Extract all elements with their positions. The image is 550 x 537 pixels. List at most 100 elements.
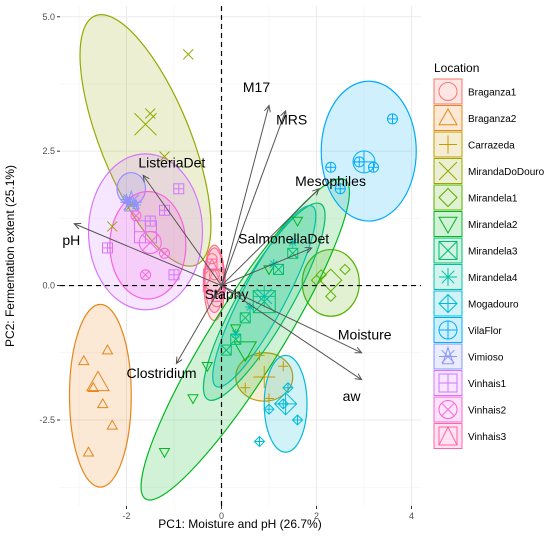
legend-label-mirandela4: Mirandela4 (468, 273, 518, 284)
legend-label-braganza1: Braganza1 (468, 87, 517, 98)
point-mirandela1 (339, 263, 351, 276)
arrowhead-moisture (354, 346, 363, 354)
point-vilaflor (334, 183, 346, 195)
arrow-mrs (221, 110, 287, 286)
point-vilaflor (325, 161, 337, 173)
legend-marker-carrazeda (439, 135, 457, 154)
y-tick-label: 2.5 (42, 146, 55, 156)
point-braganza2 (106, 419, 119, 430)
point-mirandela2 (187, 394, 199, 405)
legend-label-vilaflor: VilaFlor (468, 326, 502, 337)
loading-label-listeriadet: ListeriaDet (138, 154, 205, 170)
y-tick-label: 5.0 (42, 12, 55, 22)
mean-mirandela1 (319, 268, 343, 292)
point-mogadouro (282, 382, 294, 394)
plot-panel (60, 6, 421, 506)
arrowhead-aw (354, 373, 363, 381)
legend-label-mirandela1: Mirandela1 (468, 193, 518, 204)
legend-marker-mirandela4 (439, 268, 457, 286)
mean-braganza2 (86, 370, 110, 392)
point-vilaflor (387, 113, 398, 125)
point-vinhais1 (173, 183, 185, 195)
loading-label-moisture: Moisture (338, 326, 392, 342)
legend-marker-vilaflor (438, 320, 458, 340)
legend-label-vinhais2: Vinhais2 (468, 405, 507, 416)
x-tick-label: -2 (122, 511, 130, 521)
legend: Location Braganza1 Braganza2 Carrazeda Mira… (433, 61, 545, 449)
arrow-ph (74, 223, 222, 287)
point-braganza2 (96, 397, 109, 409)
point-mirandela1 (315, 269, 327, 281)
legend-label-carrazeda: Carrazeda (468, 140, 515, 151)
mean-mirandadodouro (134, 112, 157, 136)
legend-title: Location (434, 61, 479, 75)
arrowhead-mesophiles (312, 187, 320, 196)
legend-marker-braganza2 (438, 107, 458, 126)
point-mirandadodouro (159, 151, 170, 162)
point-braganza2 (77, 354, 90, 366)
data-points (77, 49, 398, 459)
point-carrazeda (240, 382, 251, 393)
loading-arrows: M17 MRS ListeriaDet Mesophiles SalmonellaDet… (62, 79, 391, 404)
loading-label-staphy: Staphy (205, 286, 249, 302)
point-vinhais2 (130, 210, 142, 222)
point-mirandela2 (291, 216, 304, 228)
point-mirandela2 (158, 447, 171, 459)
ellipse-mirandela1 (301, 248, 360, 317)
legend-marker-mirandela1 (438, 187, 458, 208)
loading-label-aw: aw (343, 388, 362, 404)
x-tick-label: 0 (219, 511, 224, 521)
legend-marker-vinhais2 (438, 400, 458, 419)
x-tick-label: 2 (314, 511, 319, 521)
arrowhead-salmonelladet (304, 247, 313, 254)
mean-vinhais2 (138, 231, 162, 255)
axes: -2 0 2 4 -2.5 0.0 2.5 5.0 (39, 12, 414, 521)
legend-marker-mirandadodouro (438, 161, 458, 181)
point-braganza2 (87, 381, 100, 392)
legend-label-vinhais3: Vinhais3 (468, 432, 507, 443)
point-carrazeda (254, 350, 265, 361)
point-mirandadodouro (106, 221, 118, 232)
ellipse-vilaflor (320, 80, 417, 222)
point-braganza2 (82, 446, 95, 457)
point-mogadouro (253, 435, 266, 448)
arrow-mesophiles (221, 188, 320, 286)
loading-label-ph: pH (62, 232, 80, 248)
legend-label-mirandadodouro: MirandaDoDouro (468, 167, 545, 178)
legend-label-braganza2: Braganza2 (468, 114, 517, 125)
point-mirandela4 (230, 328, 241, 339)
legend-label-vimioso: Vimioso (468, 352, 504, 363)
arrowhead-mrs (280, 109, 287, 118)
legend-marker-mogadouro (438, 293, 458, 314)
mean-vilaflor (352, 150, 376, 174)
point-mirandela2 (229, 324, 242, 335)
point-mirandela2 (201, 361, 214, 373)
legend-label-mogadouro: Mogadouro (468, 299, 519, 310)
loading-label-m17: M17 (243, 79, 270, 95)
loading-label-salmonelladet: SalmonellaDet (238, 231, 329, 247)
arrow-clostridium (175, 285, 222, 364)
ellipse-braganza2 (68, 303, 132, 488)
legend-marker-vinhais3 (438, 425, 458, 446)
arrow-salmonelladet (221, 247, 312, 287)
ellipse-mirandela2 (140, 178, 351, 501)
arrowhead-ph (73, 222, 82, 230)
point-carrazeda (278, 361, 289, 372)
ellipse-mirandadodouro (79, 14, 212, 267)
arrow-aw (221, 285, 362, 381)
point-braganza2 (101, 344, 114, 355)
arrowhead-clostridium (175, 356, 183, 365)
point-mogadouro (263, 403, 275, 415)
arrowhead-listeriadet (142, 174, 150, 183)
y-axis-label: PC2: Fermentation extent (25.1%) (3, 165, 17, 347)
x-axis-label: PC1: Moisture and pH (26.7%) (158, 517, 321, 531)
point-vinhais2 (140, 269, 151, 281)
legend-marker-mirandela2 (438, 216, 458, 235)
mean-mirandela2 (233, 341, 258, 363)
legend-marker-vimioso (439, 345, 457, 365)
point-vinhais2 (159, 247, 170, 259)
arrow-listeriadet (142, 175, 222, 286)
loading-label-clostridium: Clostridium (127, 365, 197, 381)
arrowhead-m17 (264, 104, 271, 113)
reference-lines (60, 6, 421, 506)
